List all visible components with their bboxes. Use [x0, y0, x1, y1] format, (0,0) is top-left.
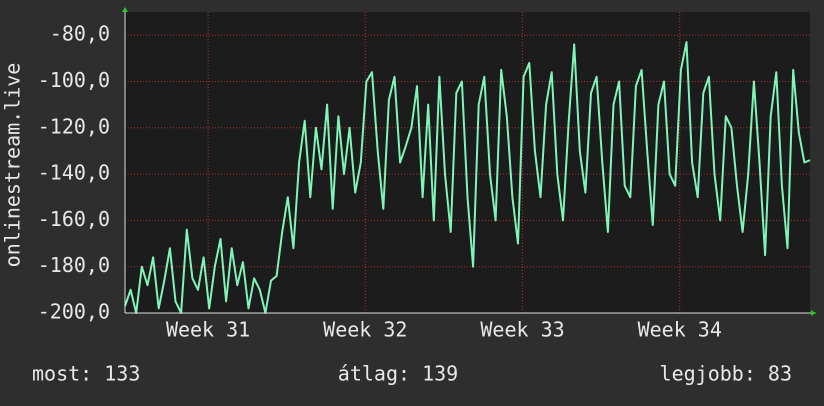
- y-tick-label: -80,0: [50, 22, 110, 46]
- y-tick-label: -120,0: [38, 114, 110, 138]
- x-tick-label: Week 31: [166, 318, 250, 342]
- x-tick-label: Week 34: [638, 318, 722, 342]
- y-tick-label: -200,0: [38, 300, 110, 324]
- y-tick-label: -180,0: [38, 253, 110, 277]
- stat-current: most: 133: [32, 362, 140, 386]
- y-tick-label: -160,0: [38, 207, 110, 231]
- plot-area: [125, 12, 810, 313]
- stat-best: legjobb: 83: [660, 362, 792, 386]
- y-axis-label: onlinestream.live: [1, 63, 25, 268]
- y-arrow: [122, 7, 128, 12]
- series-line: [124, 41, 811, 314]
- y-tick-label: -100,0: [38, 68, 110, 92]
- x-arrow: [811, 310, 816, 316]
- y-tick-label: -140,0: [38, 161, 110, 185]
- x-tick-label: Week 33: [480, 318, 564, 342]
- x-tick-label: Week 32: [323, 318, 407, 342]
- stat-average: átlag: 139: [338, 362, 458, 386]
